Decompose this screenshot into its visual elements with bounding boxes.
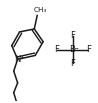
Text: F: F: [70, 31, 75, 40]
Text: N: N: [14, 55, 21, 64]
Text: F: F: [70, 59, 75, 68]
Text: CH₃: CH₃: [34, 7, 47, 13]
Text: F: F: [86, 45, 91, 54]
Text: −: −: [73, 45, 78, 50]
Text: B: B: [70, 45, 75, 54]
Text: F: F: [54, 45, 59, 54]
Text: +: +: [19, 55, 24, 60]
